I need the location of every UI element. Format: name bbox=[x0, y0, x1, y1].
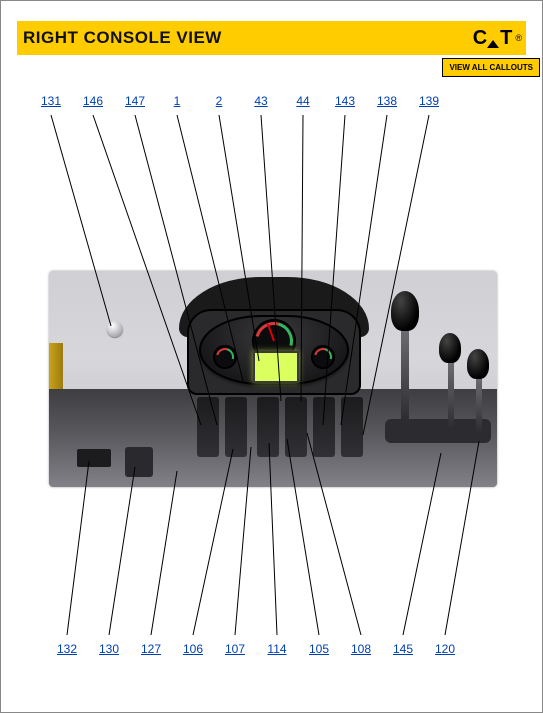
callout-link-106[interactable]: 106 bbox=[177, 638, 209, 660]
callout-link-145[interactable]: 145 bbox=[387, 638, 419, 660]
callout-link-120[interactable]: 120 bbox=[429, 638, 461, 660]
callout-label: 145 bbox=[393, 642, 413, 656]
callout-link-143[interactable]: 143 bbox=[329, 90, 361, 112]
callout-label: 146 bbox=[83, 94, 103, 108]
brand-logo: CT ® bbox=[473, 27, 522, 50]
registered-mark: ® bbox=[515, 33, 522, 43]
callout-label: 127 bbox=[141, 642, 161, 656]
callout-label: 138 bbox=[377, 94, 397, 108]
callout-link-131[interactable]: 131 bbox=[35, 90, 67, 112]
callout-label: 106 bbox=[183, 642, 203, 656]
callout-label: 43 bbox=[254, 94, 267, 108]
callout-label: 131 bbox=[41, 94, 61, 108]
console-render bbox=[49, 271, 497, 487]
callout-link-1[interactable]: 1 bbox=[161, 90, 193, 112]
callout-link-108[interactable]: 108 bbox=[345, 638, 377, 660]
callout-label: 44 bbox=[296, 94, 309, 108]
callout-link-130[interactable]: 130 bbox=[93, 638, 125, 660]
title-bar: RIGHT CONSOLE VIEW CT ® bbox=[17, 21, 526, 55]
view-all-callouts-button[interactable]: VIEW ALL CALLOUTS bbox=[442, 58, 540, 77]
toolbar: VIEW ALL CALLOUTS bbox=[442, 57, 540, 77]
callout-link-127[interactable]: 127 bbox=[135, 638, 167, 660]
callout-link-105[interactable]: 105 bbox=[303, 638, 335, 660]
callout-link-44[interactable]: 44 bbox=[287, 90, 319, 112]
callout-link-2[interactable]: 2 bbox=[203, 90, 235, 112]
callout-label: 108 bbox=[351, 642, 371, 656]
diagram-image bbox=[49, 271, 497, 487]
callout-label: 107 bbox=[225, 642, 245, 656]
callout-link-43[interactable]: 43 bbox=[245, 90, 277, 112]
callout-label: 130 bbox=[99, 642, 119, 656]
callout-link-147[interactable]: 147 bbox=[119, 90, 151, 112]
callout-label: 120 bbox=[435, 642, 455, 656]
page-title: RIGHT CONSOLE VIEW bbox=[23, 28, 222, 48]
cat-logo-icon: CT bbox=[473, 27, 512, 50]
callout-link-132[interactable]: 132 bbox=[51, 638, 83, 660]
callout-link-114[interactable]: 114 bbox=[261, 638, 293, 660]
callout-label: 1 bbox=[174, 94, 181, 108]
instrument-cluster-icon bbox=[199, 315, 349, 385]
callout-label: 147 bbox=[125, 94, 145, 108]
callout-link-146[interactable]: 146 bbox=[77, 90, 109, 112]
callout-label: 105 bbox=[309, 642, 329, 656]
callout-label: 139 bbox=[419, 94, 439, 108]
callout-link-107[interactable]: 107 bbox=[219, 638, 251, 660]
callout-label: 2 bbox=[216, 94, 223, 108]
callout-label: 114 bbox=[267, 642, 286, 656]
page-root: RIGHT CONSOLE VIEW CT ® VIEW ALL CALLOUT… bbox=[0, 0, 543, 713]
callout-label: 143 bbox=[335, 94, 355, 108]
callout-link-139[interactable]: 139 bbox=[413, 90, 445, 112]
callout-label: 132 bbox=[57, 642, 77, 656]
callout-link-138[interactable]: 138 bbox=[371, 90, 403, 112]
